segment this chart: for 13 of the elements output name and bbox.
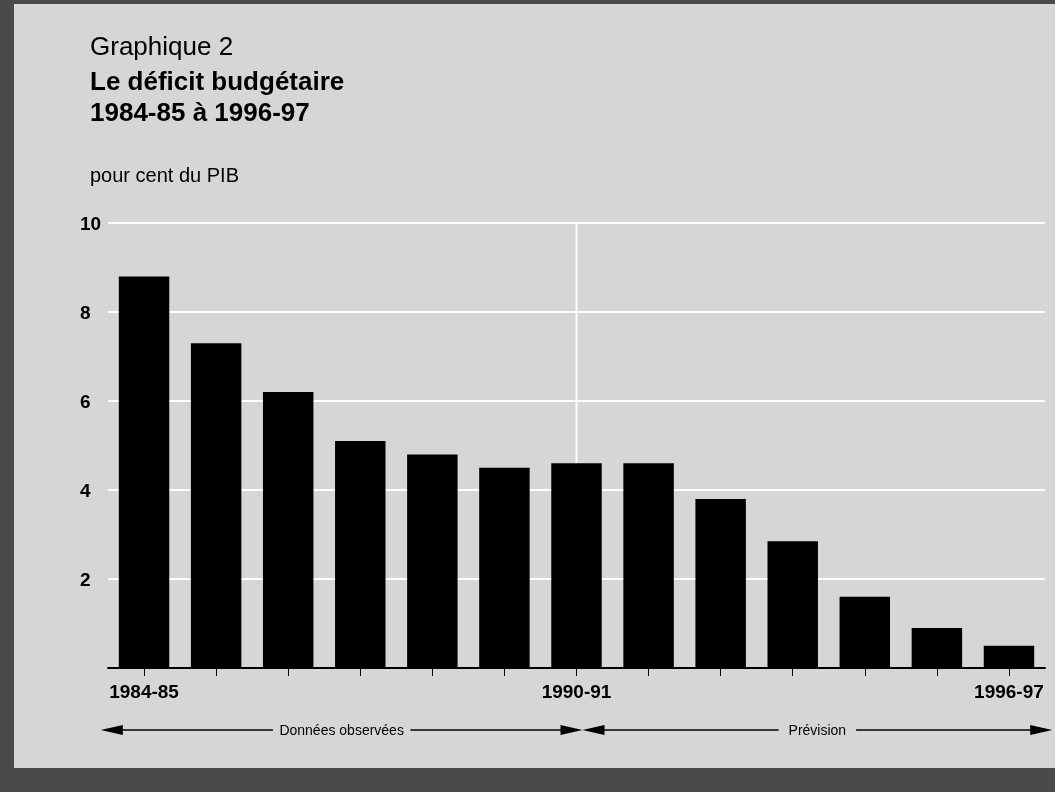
y-tick-label: 2 [80,568,91,590]
chart-subtitle: Le déficit budgétaire 1984-85 à 1996-97 [90,65,345,127]
y-axis-title: pour cent du PIB [90,164,239,186]
x-tick-label: 1990-91 [541,681,612,702]
y-tick-label: 6 [80,390,91,412]
y-tick-label: 4 [80,479,91,501]
text: Données observées [279,722,404,738]
chart-title: Graphique 2 [90,31,234,61]
x-tick-label: 1996-97 [974,681,1044,702]
x-tick-label: 1984-85 [109,681,180,702]
y-tick-label: 10 [80,212,102,234]
y-tick-label: 8 [80,301,91,323]
text: Prévision [788,722,847,738]
